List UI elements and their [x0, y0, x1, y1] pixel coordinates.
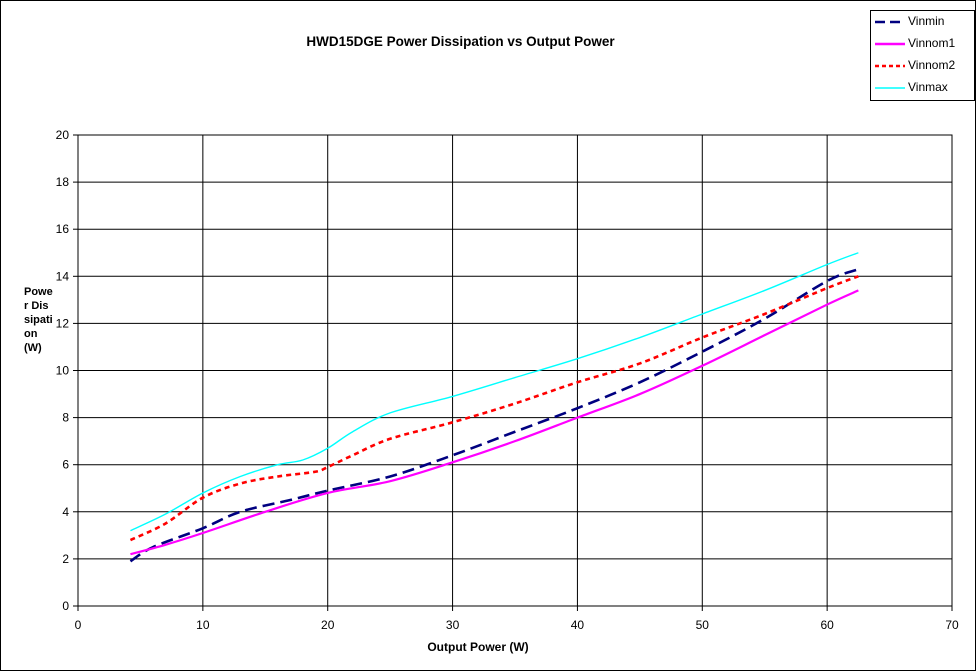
x-tick-label: 10: [196, 618, 210, 632]
axis-layer: 0 2 4 6 8 10 12 14 16 18 20 0 10 20 30 40 50 60 70: [56, 128, 959, 632]
x-axis-label: Output Power (W): [0, 640, 976, 654]
x-axis-label-text: Output Power (W): [427, 640, 529, 654]
y-tick-label: 12: [56, 316, 70, 330]
y-tick-label: 4: [62, 505, 69, 519]
y-tick-label: 18: [56, 175, 70, 189]
legend-swatch-vinnom2: [875, 64, 905, 68]
legend-label: Vinmax: [908, 80, 948, 94]
y-tick-label: 10: [56, 364, 70, 378]
legend-item-vinmin: Vinmin: [871, 12, 974, 32]
x-tick-label: 40: [571, 618, 585, 632]
y-tick-label: 14: [56, 269, 70, 283]
series-line-vinmin: [129, 268, 859, 563]
y-tick-label: 0: [62, 599, 69, 613]
y-tick-label: 8: [62, 411, 69, 425]
x-tick-label: 0: [75, 618, 82, 632]
x-tick-label: 30: [446, 618, 460, 632]
series-line-vinnom2: [129, 275, 859, 542]
series-line-vinnom1: [130, 289, 859, 556]
y-tick-label: 20: [56, 128, 70, 142]
series-line-vinmax: [130, 252, 859, 532]
y-tick-label: 2: [62, 552, 69, 566]
legend-label: Vinmin: [908, 14, 945, 28]
legend-item-vinmax: Vinmax: [871, 78, 974, 98]
legend-item-vinnom2: Vinnom2: [871, 56, 974, 76]
chart-title: HWD15DGE Power Dissipation vs Output Pow…: [0, 34, 976, 49]
legend-item-vinnom1: Vinnom1: [871, 34, 974, 54]
legend-label: Vinnom1: [908, 36, 956, 50]
legend-swatch-vinnom1: [875, 42, 905, 46]
x-tick-label: 60: [820, 618, 834, 632]
y-tick-label: 16: [56, 222, 70, 236]
legend-swatch-vinmax: [875, 87, 905, 89]
legend-swatch-vinmin: [875, 20, 905, 24]
y-tick-label: 6: [62, 458, 69, 472]
series-layer: [129, 252, 859, 563]
y-axis-label: Power Dissipation (W): [24, 286, 53, 354]
legend-label: Vinnom2: [908, 58, 956, 72]
x-tick-label: 20: [321, 618, 335, 632]
legend: Vinmin Vinnom1 Vinnom2 Vinmax: [870, 10, 975, 101]
grid-layer: [77, 134, 953, 607]
plot-area-border: [77, 134, 953, 607]
x-tick-label: 70: [945, 618, 959, 632]
x-tick-label: 50: [696, 618, 710, 632]
chart-title-text: HWD15DGE Power Dissipation vs Output Pow…: [306, 34, 615, 49]
